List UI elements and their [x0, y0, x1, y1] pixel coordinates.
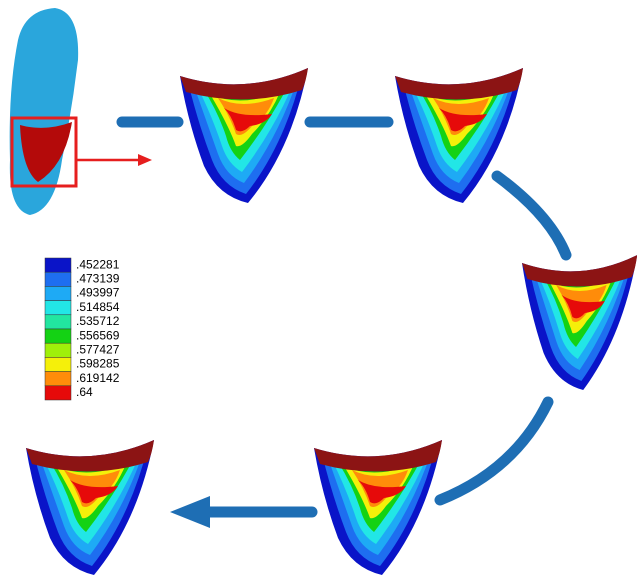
legend-label: .514854 [76, 300, 120, 314]
contour-plot [180, 68, 308, 203]
legend-swatch [45, 315, 71, 329]
pointer-head [138, 154, 152, 166]
legend-swatch [45, 258, 71, 272]
legend-swatch [45, 301, 71, 315]
legend-label: .473139 [76, 271, 120, 285]
legend-label: .598285 [76, 357, 120, 371]
figure: .452281.473139.493997.514854.535712.5565… [0, 0, 637, 581]
legend-swatch [45, 286, 71, 300]
contour-plot [26, 440, 154, 575]
flow-path [122, 122, 566, 512]
tooth [10, 8, 78, 215]
legend-label: .619142 [76, 371, 120, 385]
legend-label: .493997 [76, 286, 120, 300]
flow-arrow-head [170, 496, 210, 528]
contour-plot [522, 255, 637, 390]
legend-swatch [45, 329, 71, 343]
legend-swatch [45, 357, 71, 371]
legend-label: .535712 [76, 314, 120, 328]
contour-plot [314, 440, 442, 575]
legend-label: .577427 [76, 342, 120, 356]
legend-label: .556569 [76, 328, 120, 342]
legend-swatch [45, 386, 71, 400]
legend-label: .64 [76, 385, 93, 399]
legend-swatch [45, 343, 71, 357]
legend-swatch [45, 272, 71, 286]
legend: .452281.473139.493997.514854.535712.5565… [45, 257, 120, 400]
legend-label: .452281 [76, 257, 120, 271]
legend-swatch [45, 372, 71, 386]
